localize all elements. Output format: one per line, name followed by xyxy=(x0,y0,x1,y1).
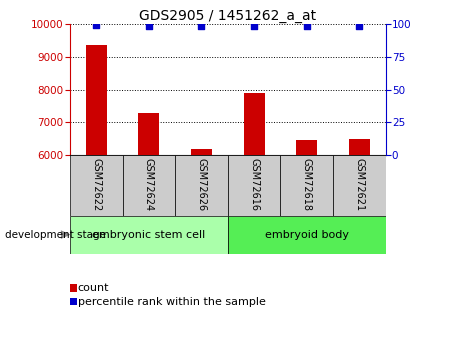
FancyBboxPatch shape xyxy=(333,155,386,216)
FancyBboxPatch shape xyxy=(228,155,281,216)
Text: embryoid body: embryoid body xyxy=(265,230,349,239)
Text: GSM72621: GSM72621 xyxy=(354,158,364,211)
Text: GSM72618: GSM72618 xyxy=(302,158,312,211)
Text: percentile rank within the sample: percentile rank within the sample xyxy=(78,297,266,306)
FancyBboxPatch shape xyxy=(175,155,228,216)
Point xyxy=(250,23,258,29)
Text: GSM72622: GSM72622 xyxy=(91,158,101,211)
Point xyxy=(145,23,152,29)
Bar xyxy=(349,139,370,155)
Bar xyxy=(191,149,212,155)
FancyBboxPatch shape xyxy=(70,155,123,216)
Title: GDS2905 / 1451262_a_at: GDS2905 / 1451262_a_at xyxy=(139,9,316,23)
Text: GSM72624: GSM72624 xyxy=(144,158,154,211)
FancyBboxPatch shape xyxy=(228,216,386,254)
Text: GSM72616: GSM72616 xyxy=(249,158,259,211)
Point xyxy=(198,23,205,29)
Point xyxy=(356,23,363,29)
FancyBboxPatch shape xyxy=(281,155,333,216)
Point xyxy=(303,23,310,29)
Text: development stage: development stage xyxy=(5,230,106,239)
FancyBboxPatch shape xyxy=(123,155,175,216)
Point xyxy=(92,22,100,28)
Text: embryonic stem cell: embryonic stem cell xyxy=(92,230,206,239)
Bar xyxy=(296,139,317,155)
Text: GSM72626: GSM72626 xyxy=(197,158,207,211)
FancyBboxPatch shape xyxy=(70,216,228,254)
Bar xyxy=(86,46,107,155)
Text: count: count xyxy=(78,283,109,293)
Polygon shape xyxy=(61,230,71,239)
Bar xyxy=(244,93,265,155)
Bar xyxy=(138,113,159,155)
